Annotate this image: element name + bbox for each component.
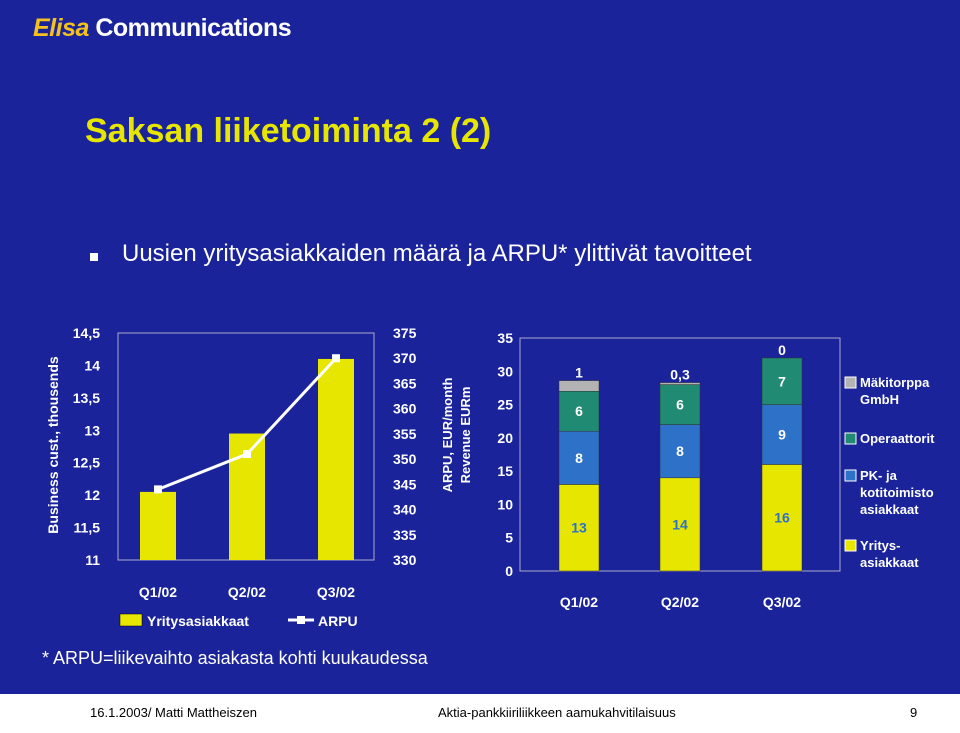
segment-value-label: 8	[575, 450, 583, 466]
y-tick: 25	[497, 397, 513, 413]
footer-event: Aktia-pankkiiriliikkeen aamukahvitilaisu…	[438, 705, 676, 720]
legend-swatch	[844, 539, 857, 552]
page-number: 9	[910, 705, 918, 720]
legend-label: GmbH	[860, 392, 899, 407]
y-tick: 35	[497, 330, 513, 346]
segment-value-label: 0,3	[670, 367, 690, 383]
legend-label: Operaattorit	[860, 431, 935, 446]
legend-label: asiakkaat	[860, 502, 919, 517]
y-tick: 30	[497, 363, 513, 379]
revenue-segment	[659, 384, 701, 425]
legend-label: Yritys-	[860, 538, 900, 553]
arpu-marker	[154, 485, 162, 494]
y-tick-left: 12,5	[73, 455, 100, 471]
y-tick-left: 14,5	[73, 325, 100, 341]
y-tick-right: 340	[393, 502, 417, 518]
x-category-label: Q1/02	[139, 584, 177, 600]
customer-bar	[140, 491, 176, 560]
y-axis-label-right-2: Revenue EURm	[458, 387, 470, 484]
y-tick-left: 12	[84, 487, 100, 503]
segment-value-label: 0	[778, 342, 786, 358]
company-logo: Elisa Communications	[33, 14, 292, 43]
segment-value-label: 6	[676, 397, 684, 413]
customers-arpu-chart: 14,5 14 13,5 13 12,5 12 11,5 11 375 370 365 360 355…	[45, 325, 470, 629]
legend: Yritysasiakkaat ARPU	[119, 613, 358, 629]
logo-brand: Elisa	[33, 14, 89, 42]
arpu-marker	[243, 450, 251, 459]
segment-value-label: 16	[774, 510, 790, 526]
revenue-segment	[761, 357, 803, 405]
footer-bar: 16.1.2003/ Matti Mattheiszen Aktia-pankk…	[0, 694, 960, 733]
legend-label-arpu: ARPU	[318, 613, 358, 629]
y-tick-right: 370	[393, 350, 417, 366]
x-category-label: Q3/02	[317, 584, 355, 600]
legend-label: PK- ja	[860, 468, 898, 483]
y-tick: 0	[505, 563, 513, 579]
slide-subtitle: Uusien yritysasiakkaiden määrä ja ARPU* …	[122, 240, 752, 267]
y-axis-label-right-1: ARPU, EUR/month	[440, 378, 455, 493]
legend-swatch	[844, 469, 857, 482]
x-category-label: Q2/02	[661, 594, 699, 610]
segment-value-label: 1	[575, 365, 583, 381]
segment-value-label: 13	[571, 520, 587, 536]
y-tick-right: 350	[393, 451, 417, 467]
y-tick-left: 13,5	[73, 390, 100, 406]
segment-value-label: 6	[575, 403, 583, 419]
legend-label: kotitoimisto	[860, 485, 934, 500]
revenue-segment	[659, 424, 701, 479]
customer-bar	[318, 358, 354, 560]
legend-label: Mäkitorppa	[860, 375, 930, 390]
y-tick: 15	[497, 463, 513, 479]
x-category-label: Q2/02	[228, 584, 266, 600]
y-tick-left: 13	[84, 422, 100, 438]
footnote: * ARPU=liikevaihto asiakasta kohti kuuka…	[42, 648, 428, 668]
legend-label: asiakkaat	[860, 555, 919, 570]
y-tick-left: 14	[84, 357, 100, 373]
footer-author-date: 16.1.2003/ Matti Mattheiszen	[90, 705, 257, 720]
y-tick: 5	[505, 530, 513, 546]
segment-value-label: 14	[672, 516, 688, 532]
segment-value-label: 7	[778, 373, 786, 389]
y-tick-right: 360	[393, 401, 417, 417]
y-tick-right: 345	[393, 476, 417, 492]
logo-word: Communications	[95, 14, 292, 42]
y-tick-left: 11	[85, 552, 100, 568]
legend-swatch	[844, 376, 857, 389]
y-axis-label-left: Business cust., thousends	[45, 356, 61, 534]
y-tick-right: 355	[393, 426, 417, 442]
y-tick-right: 335	[393, 527, 417, 543]
y-tick-right: 365	[393, 375, 417, 391]
revenue-chart: 13 8 6 1 14 8 6 0,3 16 9 7 0 35 30 25 20 15 10 5 0 Q1/02 Q2…	[497, 330, 935, 610]
y-tick: 20	[497, 430, 513, 446]
arpu-marker	[332, 354, 340, 363]
y-tick-right: 375	[393, 325, 417, 341]
segment-value-label: 8	[676, 443, 684, 459]
revenue-segment	[659, 382, 701, 385]
segment-value-label: 9	[778, 427, 786, 443]
y-tick-left: 11,5	[74, 520, 101, 536]
bullet-icon	[90, 253, 98, 261]
revenue-segment	[761, 404, 803, 465]
legend-swatch-customers	[119, 613, 143, 627]
slide-title: Saksan liiketoiminta 2 (2)	[85, 112, 492, 150]
y-tick-right: 330	[393, 552, 417, 568]
legend-swatch	[844, 432, 857, 445]
revenue-segment	[558, 380, 600, 392]
revenue-segment	[761, 464, 803, 572]
x-category-label: Q1/02	[560, 594, 598, 610]
y-tick: 10	[497, 496, 513, 512]
legend-marker-arpu	[297, 616, 305, 624]
x-category-label: Q3/02	[763, 594, 801, 610]
legend-label-customers: Yritysasiakkaat	[147, 613, 249, 629]
